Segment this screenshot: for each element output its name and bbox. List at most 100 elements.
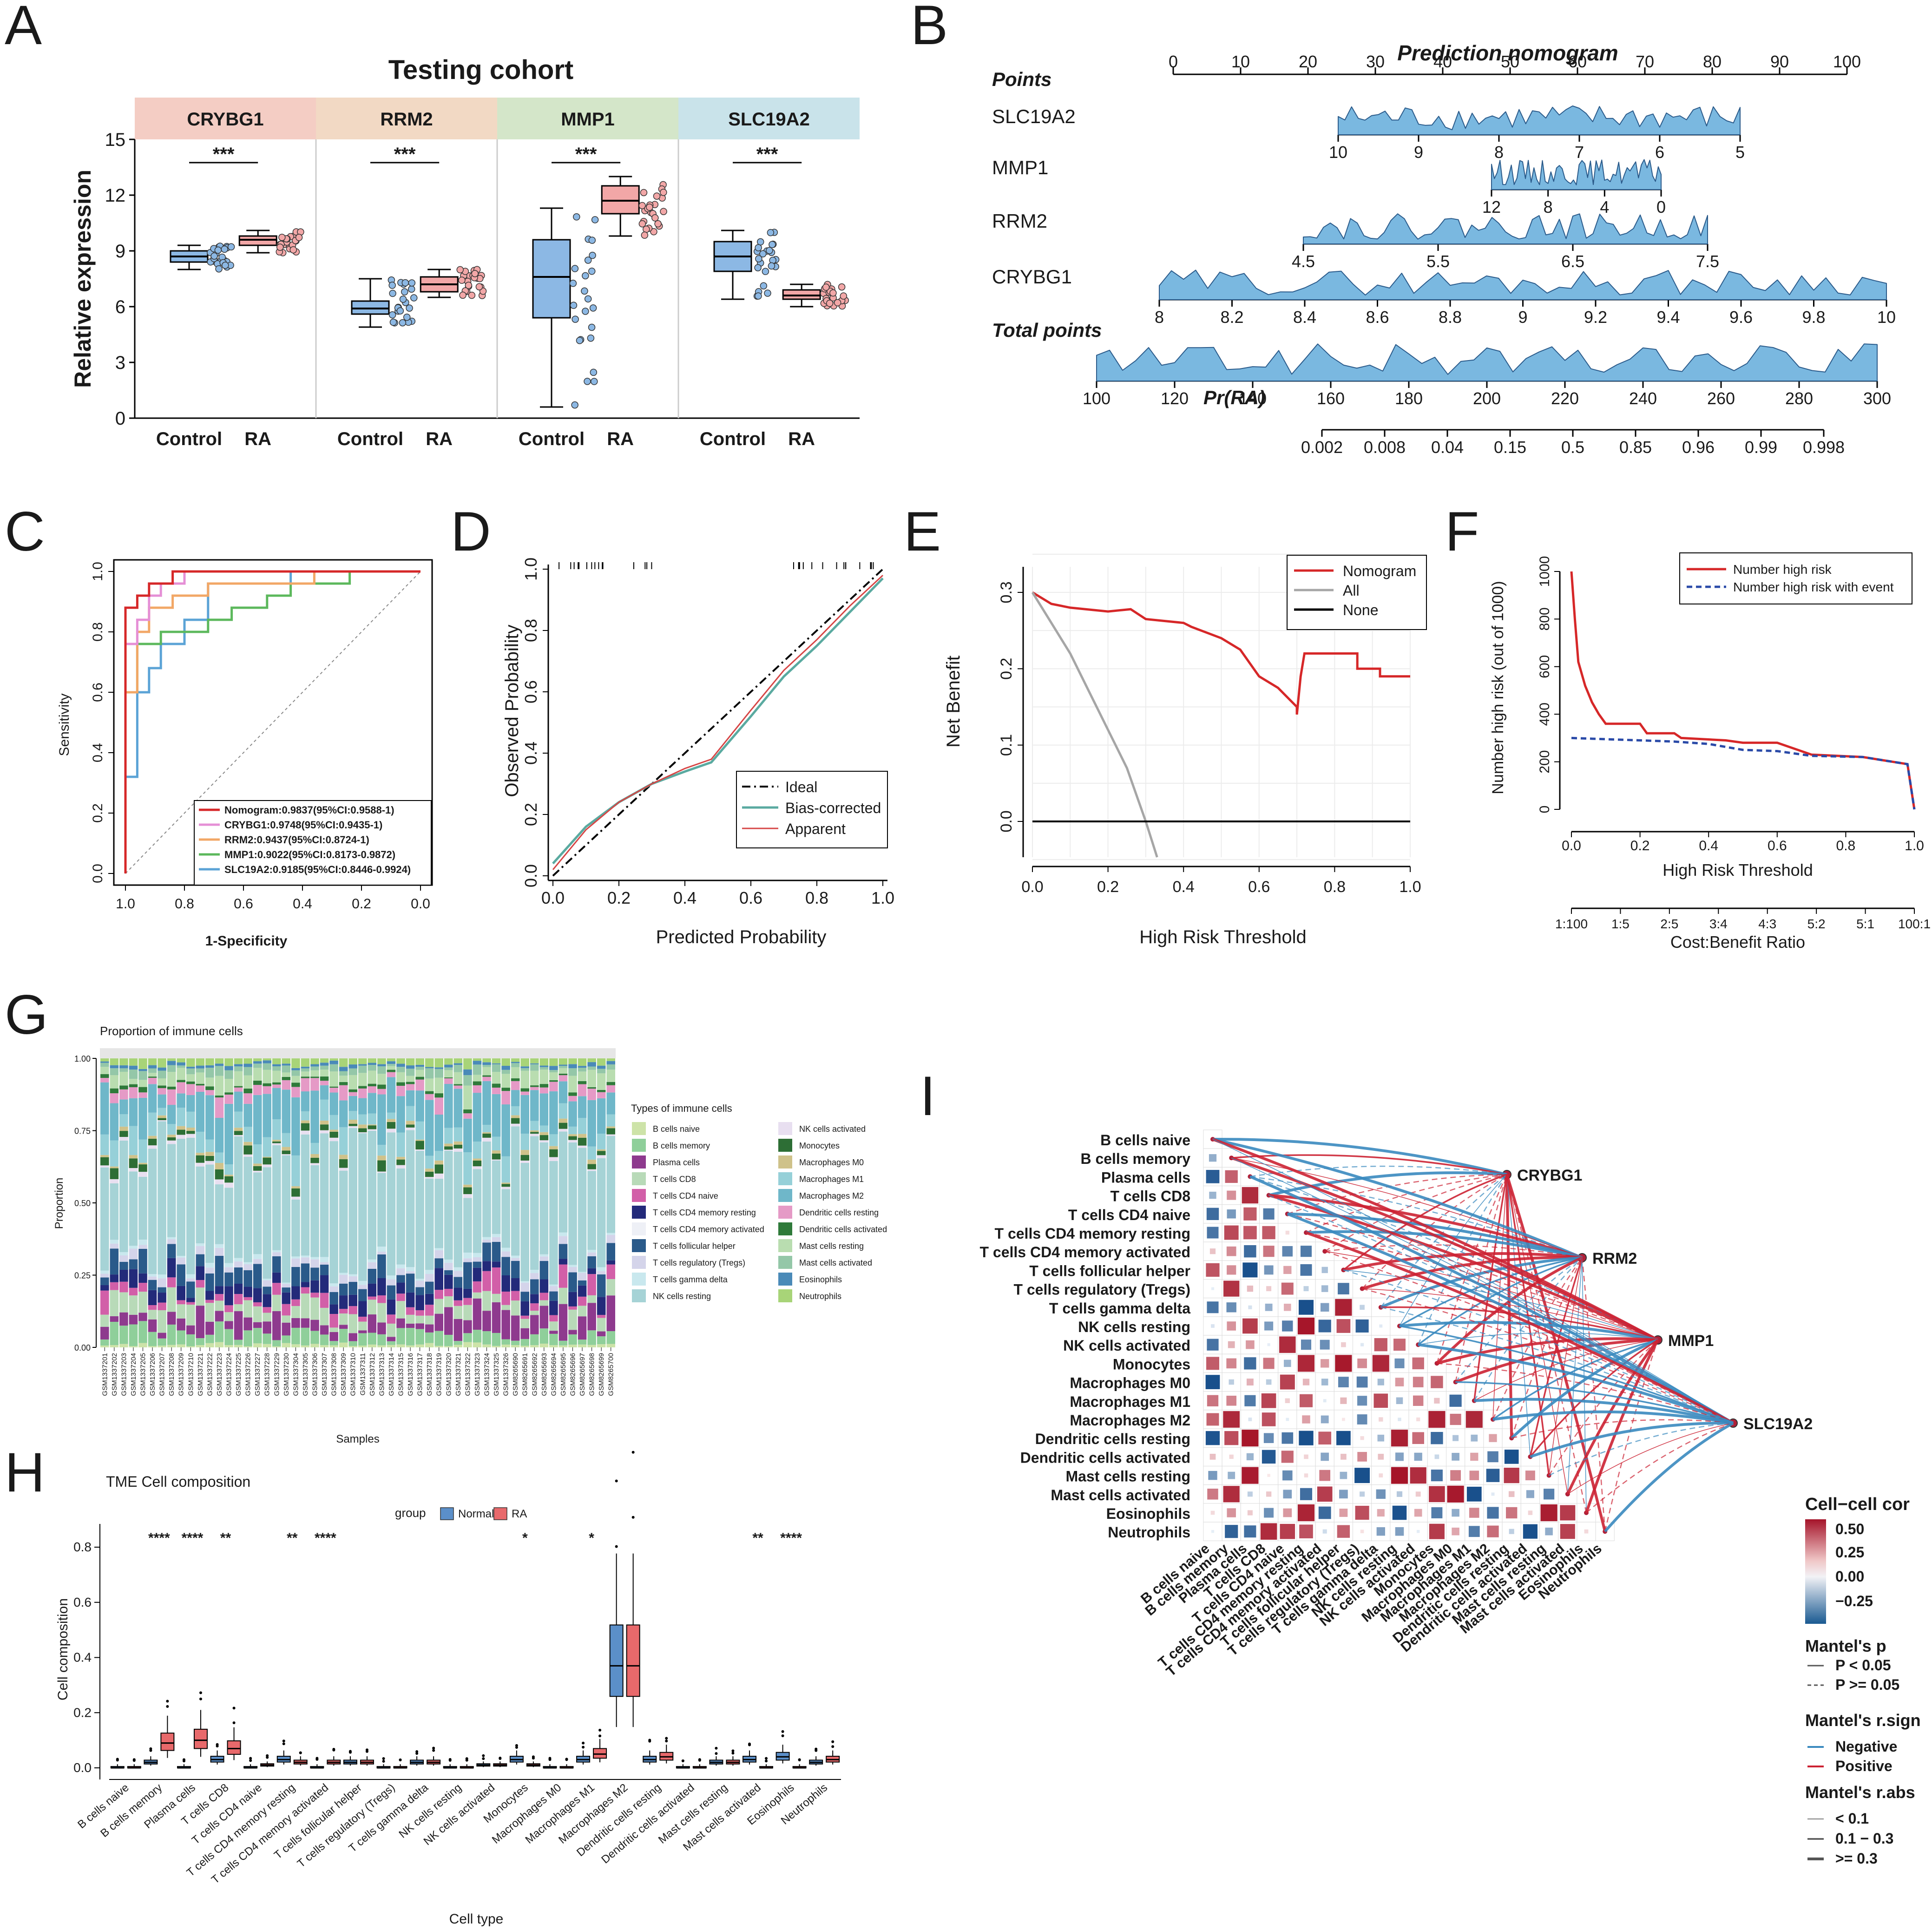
g-bar-segment <box>205 1303 214 1322</box>
g-bar-segment <box>396 1096 405 1133</box>
i-heat-cell <box>1320 1303 1329 1312</box>
i-heat-cell <box>1378 1454 1384 1460</box>
g-bar-segment <box>186 1058 195 1067</box>
g-bar-segment <box>205 1065 214 1068</box>
g-bar-segment <box>301 1257 310 1264</box>
h-outlier <box>465 1757 468 1760</box>
g-bar-segment <box>530 1070 539 1086</box>
a-point <box>756 238 764 246</box>
panel-f-ylabel: Number high risk (out of 1000) <box>1489 581 1507 794</box>
a-point <box>389 289 396 297</box>
g-bar-segment <box>263 1083 271 1086</box>
g-bar-segment <box>167 1135 176 1137</box>
g-bar-segment <box>301 1134 310 1256</box>
g-bar-segment <box>339 1342 348 1347</box>
b-tick-label: 0.5 <box>1561 438 1584 457</box>
f-x2tick-label: 2:5 <box>1660 917 1678 931</box>
g-bar-segment <box>453 1319 463 1341</box>
g-bar-segment <box>110 1183 119 1240</box>
i-heat-cell <box>1248 1418 1252 1421</box>
g-bar-segment <box>196 1065 205 1069</box>
f-x2tick-label: 100:1 <box>1898 917 1931 931</box>
f-ytick-label: 800 <box>1537 607 1552 630</box>
g-bar-segment <box>597 1058 606 1066</box>
h-legend-swatch <box>440 1507 454 1520</box>
g-bar-segment <box>320 1130 329 1134</box>
panel-letter-i: I <box>920 1065 935 1127</box>
g-bar-segment <box>196 1058 205 1066</box>
a-point <box>755 292 762 300</box>
i-heat-cell <box>1540 1504 1557 1522</box>
i-heat-cell <box>1264 1321 1274 1331</box>
d-legend-label: Apparent <box>785 821 846 837</box>
g-bar-segment <box>377 1074 386 1085</box>
e-legend-label: All <box>1343 582 1360 599</box>
g-xtick-label: GSM1337325 <box>493 1353 500 1396</box>
g-bar-segment <box>282 1335 291 1343</box>
g-legend-label: Neutrophils <box>799 1292 841 1301</box>
i-heat-cell <box>1209 1154 1217 1162</box>
i-mantel-edge <box>1586 1422 1734 1513</box>
i-mantel-edge <box>1529 1257 1583 1457</box>
g-bar-segment <box>282 1304 291 1316</box>
b-tick-label: 8.8 <box>1439 308 1462 327</box>
f-xtick-label: 0.2 <box>1630 838 1650 853</box>
g-bar-segment <box>578 1118 587 1134</box>
g-bar-segment <box>425 1177 434 1179</box>
i-heat-cell <box>1431 1507 1443 1518</box>
i-heat-cell <box>1323 1399 1327 1403</box>
g-bar-segment <box>253 1080 262 1085</box>
g-bar-segment <box>511 1300 520 1316</box>
i-heat-cell <box>1283 1266 1292 1274</box>
g-bar-segment <box>253 1163 262 1166</box>
h-outlier <box>382 1759 385 1763</box>
i-heat-cell <box>1357 1414 1367 1425</box>
panel-a-title: Testing cohort <box>388 55 573 85</box>
g-xtick-label: GSM1337318 <box>426 1353 434 1396</box>
g-bar-segment <box>167 1072 176 1087</box>
g-bar-segment <box>539 1300 549 1306</box>
g-bar-segment <box>339 1168 348 1171</box>
i-heat-cell <box>1506 1507 1518 1519</box>
e-legend <box>1287 555 1427 630</box>
i-heat-cell <box>1299 1431 1314 1445</box>
g-bar-segment <box>368 1086 377 1093</box>
c-legend <box>194 800 432 886</box>
g-bar-segment <box>196 1345 205 1347</box>
g-bar-segment <box>597 1155 606 1158</box>
g-bar-segment <box>597 1090 606 1092</box>
f-xtick-label: 0.4 <box>1699 838 1718 853</box>
i-heat-cell <box>1226 1302 1236 1313</box>
g-bar-segment <box>339 1329 348 1343</box>
i-heat-cell <box>1300 1264 1312 1276</box>
g-bar-segment <box>530 1132 539 1134</box>
i-colorbar-label: 0.50 <box>1835 1521 1864 1537</box>
a-point <box>764 289 771 297</box>
g-bar-segment <box>415 1150 424 1279</box>
c-ytick-label: 1.0 <box>90 562 105 581</box>
g-bar-segment <box>263 1333 271 1344</box>
h-outlier <box>631 1516 635 1519</box>
g-bar-segment <box>606 1126 615 1129</box>
g-bar-segment <box>310 1078 319 1091</box>
h-outlier <box>532 1757 535 1760</box>
b-tick-label: 8 <box>1155 308 1164 327</box>
h-outlier <box>815 1747 818 1751</box>
a-point <box>651 214 659 222</box>
g-bar-segment <box>310 1090 319 1143</box>
g-bar-segment <box>463 1198 472 1253</box>
g-bar-segment <box>158 1120 166 1122</box>
i-heat-cell <box>1486 1469 1500 1482</box>
g-bar-segment <box>492 1083 501 1088</box>
g-bar-segment <box>224 1329 233 1346</box>
g-bar-segment <box>434 1151 443 1161</box>
g-bar-segment <box>339 1076 348 1082</box>
g-bar-segment <box>539 1254 549 1257</box>
g-bar-segment <box>215 1066 224 1076</box>
i-heat-cell <box>1225 1525 1238 1538</box>
g-bar-segment <box>158 1302 166 1310</box>
i-heat-cell <box>1263 1433 1274 1443</box>
g-bar-segment <box>100 1285 109 1291</box>
g-bar-segment <box>511 1062 520 1063</box>
h-outlier <box>249 1757 252 1760</box>
